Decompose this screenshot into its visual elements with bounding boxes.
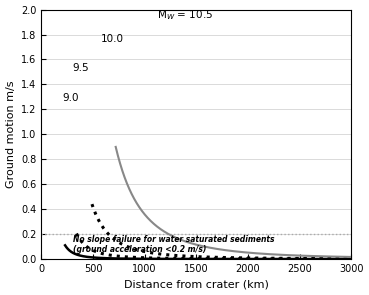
Text: 9.0: 9.0 xyxy=(62,93,79,103)
Y-axis label: Ground motion m/s: Ground motion m/s xyxy=(6,81,15,188)
Text: M$_W$ = 10.5: M$_W$ = 10.5 xyxy=(157,8,213,22)
Text: 9.5: 9.5 xyxy=(73,63,89,73)
Text: 10.0: 10.0 xyxy=(101,35,124,45)
Text: No slope failure for water saturated sediments
(ground acceleration <0.2 m/s): No slope failure for water saturated sed… xyxy=(73,235,275,254)
X-axis label: Distance from crater (km): Distance from crater (km) xyxy=(124,279,269,289)
